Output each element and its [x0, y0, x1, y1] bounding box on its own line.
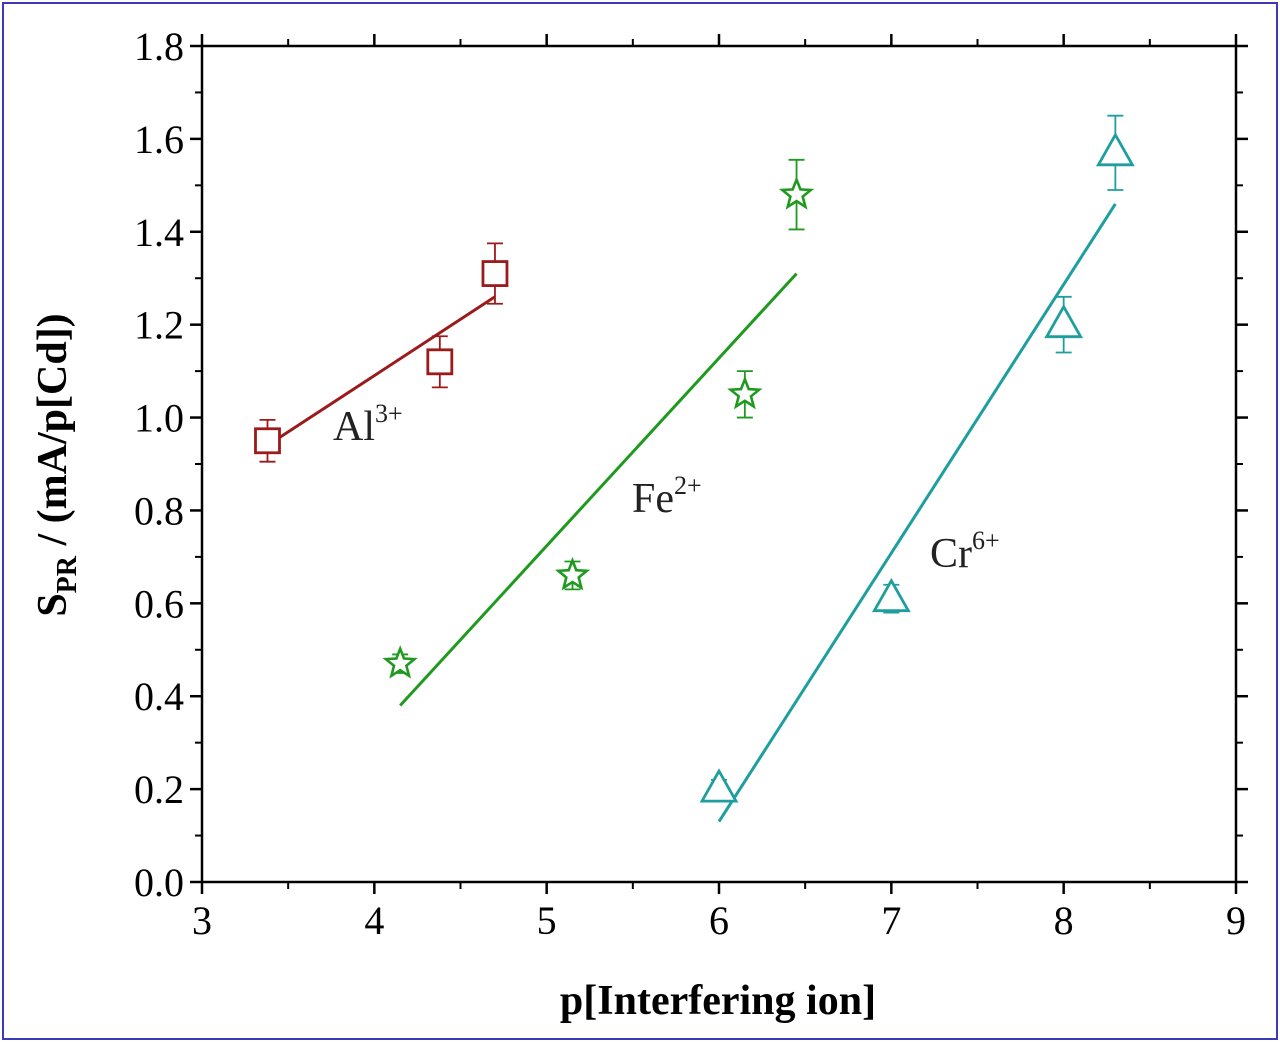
- data-point-star: [727, 375, 763, 410]
- y-axis-title: SPR / (mA/p[Cd]): [30, 313, 83, 616]
- y-tick-label: 1.0: [134, 396, 184, 441]
- y-axis-title-main: S: [30, 593, 76, 616]
- series-labels: Al3+ Fe2+ Cr6+: [333, 399, 1000, 577]
- y-axis-title-rest: / (mA/p[Cd]): [30, 313, 76, 556]
- data-point-star: [382, 645, 418, 679]
- y-tick-label: 0.8: [134, 488, 184, 533]
- x-tick-label: 5: [537, 898, 557, 943]
- x-tick-label: 7: [881, 898, 901, 943]
- series-label-cr: Cr6+: [930, 526, 1000, 577]
- data-point-triangle: [1095, 131, 1135, 167]
- fit-line: [266, 295, 496, 447]
- y-tick-label: 1.6: [134, 117, 184, 162]
- data-point-square: [426, 348, 454, 376]
- fit-line: [717, 203, 1117, 823]
- x-tick-label: 6: [709, 898, 729, 943]
- y-tick-label: 1.2: [134, 303, 184, 348]
- x-axis-title: p[Interfering ion]: [560, 978, 876, 1024]
- x-tick-label: 4: [364, 898, 384, 943]
- data-point-triangle: [1044, 303, 1084, 339]
- x-tick-label: 8: [1054, 898, 1074, 943]
- series-label-al-base: Al: [333, 404, 375, 450]
- data-point-triangle: [699, 768, 739, 803]
- data-point-star: [778, 176, 815, 210]
- tick-layer: 3 4 5 6 7 8 9 0.0 0.2 0.4 0.6 0.8 1.0 1.2 1.4 1.6 1.8: [134, 24, 1248, 943]
- x-tick-label: 9: [1226, 898, 1246, 943]
- y-axis-title-subscript: PR: [52, 555, 83, 593]
- data-point-square: [481, 260, 509, 287]
- svg-text:SPR / (mA/p[Cd]): SPR / (mA/p[Cd]): [30, 313, 83, 616]
- y-tick-label: 0.2: [134, 767, 184, 812]
- x-tick-label: 3: [192, 898, 212, 943]
- series-label-cr-base: Cr: [930, 531, 972, 577]
- axes: [200, 44, 1238, 884]
- series-label-al: Al3+: [333, 399, 403, 450]
- y-tick-label: 0.0: [134, 860, 184, 905]
- data-point-square: [254, 427, 281, 455]
- plot-frame: [200, 44, 1238, 884]
- data-point-triangle: [871, 577, 911, 613]
- data-point-star: [554, 556, 591, 591]
- y-tick-label: 1.4: [134, 210, 184, 255]
- fit-line: [399, 272, 798, 707]
- y-tick-label: 0.4: [134, 674, 184, 719]
- series-star: [382, 158, 815, 707]
- series-square: [254, 242, 509, 463]
- series-label-fe: Fe2+: [632, 471, 702, 522]
- series-label-fe-sup: 2+: [674, 471, 702, 500]
- series-label-fe-base: Fe: [632, 476, 674, 522]
- series-triangle: [699, 114, 1135, 823]
- series-label-cr-sup: 6+: [972, 526, 1000, 555]
- y-tick-label: 0.6: [134, 581, 184, 626]
- series-label-al-sup: 3+: [375, 399, 403, 428]
- series-layer: [254, 114, 1135, 823]
- y-tick-label: 1.8: [134, 24, 184, 69]
